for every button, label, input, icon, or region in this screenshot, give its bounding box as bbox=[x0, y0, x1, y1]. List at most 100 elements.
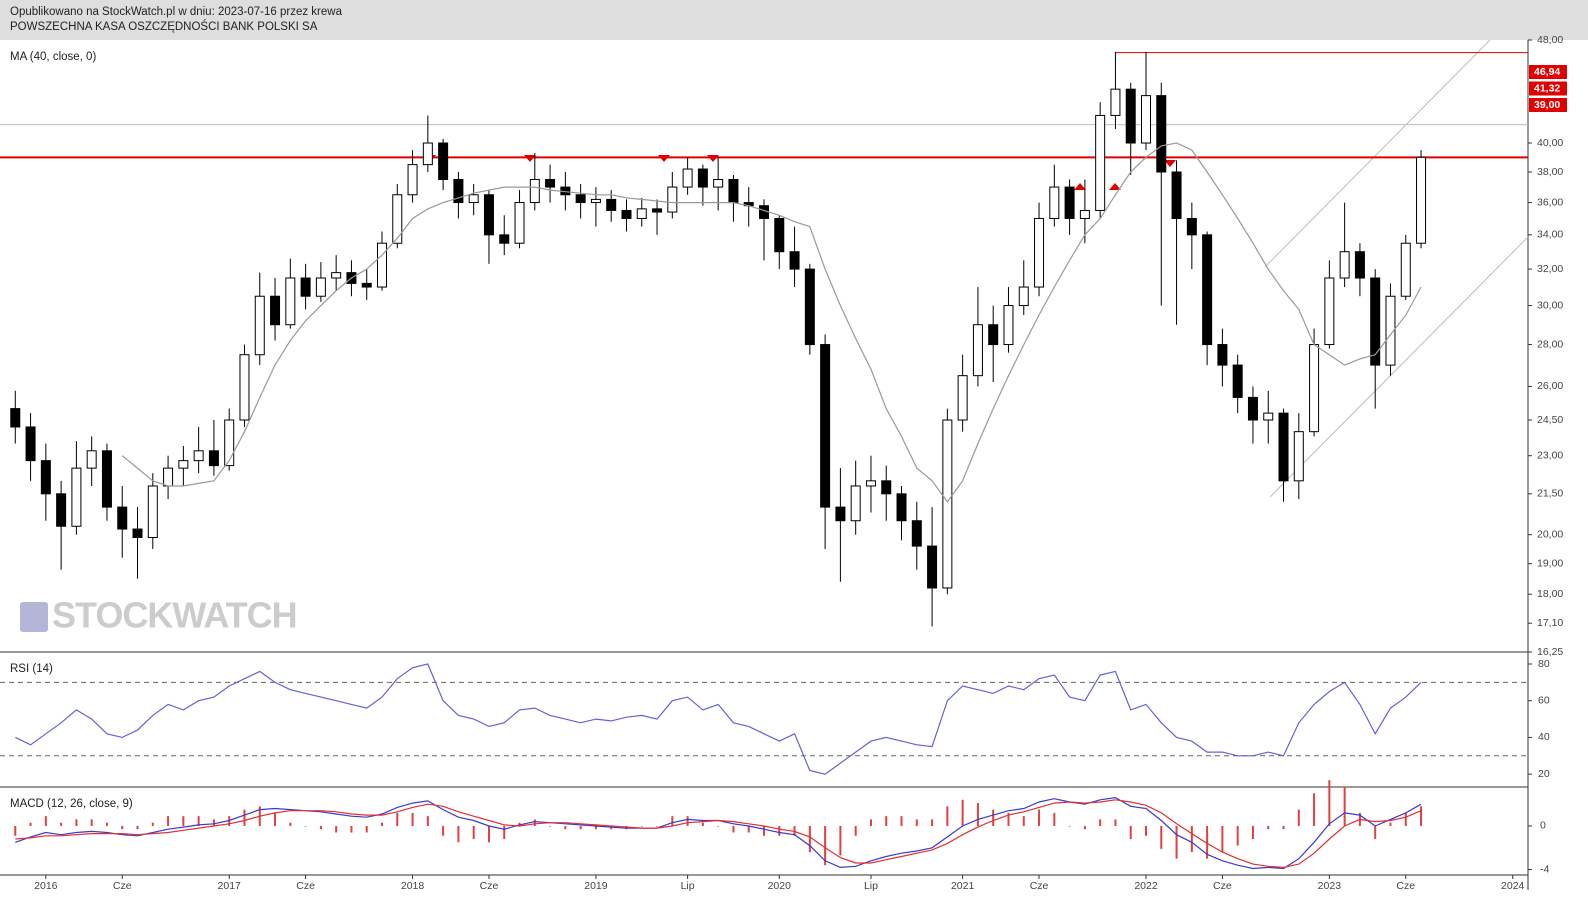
macd-histogram bbox=[472, 825, 475, 840]
candle-body bbox=[1110, 88, 1121, 116]
watermark-icon bbox=[20, 602, 48, 632]
macd-histogram bbox=[1206, 825, 1209, 859]
macd-histogram bbox=[212, 819, 215, 826]
x-tick-label: 2023 bbox=[1318, 880, 1342, 892]
y-tick-label: 23,00 bbox=[1537, 449, 1563, 461]
x-tick-label: 2018 bbox=[401, 880, 425, 892]
price-label-box bbox=[1529, 81, 1567, 96]
candle-body bbox=[1202, 234, 1213, 346]
macd-histogram bbox=[350, 825, 353, 833]
candle-body bbox=[86, 450, 97, 469]
macd-histogram bbox=[75, 819, 78, 826]
macd-histogram bbox=[1236, 825, 1239, 846]
y-tick-label: 20,00 bbox=[1537, 528, 1563, 540]
candle-body bbox=[254, 295, 265, 356]
macd-histogram bbox=[121, 825, 124, 830]
candle-body bbox=[1354, 251, 1365, 279]
candle-body bbox=[652, 208, 663, 213]
macd-histogram bbox=[1221, 825, 1224, 853]
y-tick-label: 28,00 bbox=[1537, 338, 1563, 350]
macd-histogram bbox=[763, 825, 765, 836]
candle-body bbox=[1278, 412, 1289, 482]
candle-body bbox=[1400, 242, 1411, 297]
candle-body bbox=[896, 493, 907, 522]
candle-body bbox=[942, 419, 953, 589]
price-label: 41,32 bbox=[1534, 82, 1560, 94]
candle-body bbox=[1217, 344, 1228, 366]
header-bar bbox=[0, 0, 1588, 40]
candle-body bbox=[865, 480, 876, 487]
candle-body bbox=[10, 408, 21, 428]
candle-body bbox=[1339, 251, 1350, 279]
candle-body bbox=[224, 419, 235, 467]
macd-histogram bbox=[365, 825, 368, 833]
macd-histogram bbox=[533, 819, 536, 826]
macd-histogram bbox=[1099, 819, 1102, 826]
macd-histogram bbox=[564, 825, 567, 830]
macd-histogram bbox=[381, 822, 383, 826]
macd-histogram bbox=[335, 825, 338, 833]
candle-body bbox=[972, 324, 983, 377]
macd-histogram bbox=[915, 819, 918, 826]
y-tick-label: 40 bbox=[1538, 731, 1550, 743]
macd-histogram bbox=[14, 825, 17, 836]
macd-histogram bbox=[1022, 816, 1025, 826]
candle-body bbox=[1293, 431, 1304, 482]
y-tick-label: 34,00 bbox=[1537, 229, 1563, 241]
candle-body bbox=[1034, 217, 1045, 288]
x-tick-label: Lip bbox=[681, 880, 695, 892]
macd-histogram bbox=[289, 822, 292, 826]
macd-histogram bbox=[274, 812, 277, 826]
ma-line bbox=[121, 142, 1422, 503]
trend-lines bbox=[1264, 39, 1529, 498]
candle-body bbox=[1416, 156, 1427, 244]
macd-histogram bbox=[1083, 825, 1086, 830]
candle-body bbox=[606, 198, 617, 211]
macd-histogram bbox=[732, 825, 735, 833]
y-tick-label: 80 bbox=[1538, 658, 1550, 670]
x-tick-label: 2017 bbox=[218, 880, 242, 892]
x-tick-label: 2016 bbox=[34, 880, 58, 892]
candle-body bbox=[1232, 364, 1243, 398]
candle-body bbox=[590, 198, 601, 204]
macd-histogram bbox=[824, 825, 827, 866]
macd-histogram bbox=[946, 806, 949, 826]
candle-body bbox=[147, 485, 158, 539]
macd-histogram bbox=[1007, 812, 1010, 826]
candle-body bbox=[117, 506, 128, 530]
candle-body bbox=[927, 545, 938, 589]
candle-body bbox=[163, 467, 174, 487]
macd-histogram bbox=[1328, 780, 1331, 826]
candle-body bbox=[1156, 95, 1167, 173]
candle-body bbox=[514, 202, 525, 244]
panel-label: MACD (12, 26, close, 9) bbox=[10, 798, 133, 810]
y-tick-label: 20 bbox=[1538, 768, 1550, 780]
macd-histogram bbox=[1343, 786, 1346, 826]
x-tick-label: Cze bbox=[296, 880, 315, 892]
candle-body bbox=[300, 277, 311, 297]
y-tick-label: 38,00 bbox=[1537, 166, 1563, 178]
x-tick-label: 2021 bbox=[951, 880, 975, 892]
y-tick-label: 18,00 bbox=[1537, 588, 1563, 600]
candle-body bbox=[453, 178, 464, 204]
candle-body bbox=[1141, 95, 1151, 144]
candle-body bbox=[56, 493, 67, 527]
macd-histogram bbox=[1160, 825, 1163, 849]
macd-histogram bbox=[869, 819, 872, 826]
price-label: 46,94 bbox=[1534, 66, 1560, 78]
macd-histogram bbox=[503, 825, 506, 840]
macd-histogram bbox=[60, 822, 63, 826]
candle-body bbox=[438, 142, 449, 180]
macd-line bbox=[15, 796, 1422, 870]
x-tick-label: 2024 bbox=[1501, 880, 1525, 892]
y-tick-label: 48,00 bbox=[1537, 34, 1563, 46]
macd-histogram bbox=[594, 825, 597, 830]
macd-histogram bbox=[105, 822, 108, 826]
panel-label: MA (40, close, 0) bbox=[10, 51, 96, 63]
candle-body bbox=[468, 194, 479, 204]
macd-histogram bbox=[44, 816, 47, 826]
candle-body bbox=[621, 209, 632, 219]
candle-body bbox=[1263, 412, 1274, 421]
candle-body bbox=[40, 460, 51, 495]
